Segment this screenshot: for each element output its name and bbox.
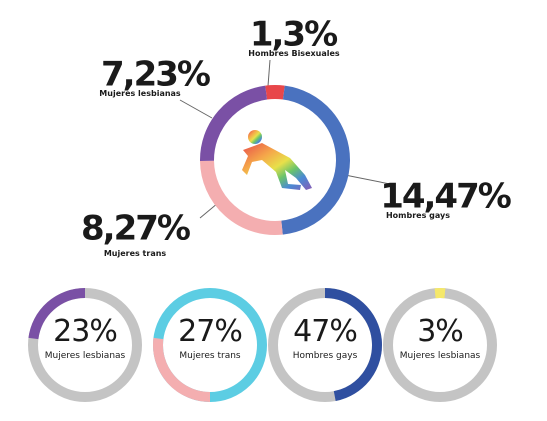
value-label: 3% — [417, 314, 463, 349]
gauge-arc — [153, 337, 211, 402]
value-label: 7,23% — [101, 55, 210, 95]
value-label: 27% — [178, 314, 242, 349]
category-label: Mujeres lesbianas — [45, 351, 126, 361]
donut-segment — [281, 85, 350, 235]
category-label: Mujeres lesbianas — [99, 89, 181, 98]
gauge-arc — [28, 288, 86, 340]
value-label: 14,47% — [380, 177, 511, 217]
category-label: Mujeres trans — [179, 351, 241, 361]
category-label: Mujeres lesbianas — [400, 351, 481, 361]
category-label: Hombres gays — [293, 351, 358, 361]
donut-segment — [200, 85, 268, 162]
gauge-arc — [324, 288, 382, 401]
rainbow-figure — [242, 130, 312, 190]
value-label: 1,3% — [250, 15, 337, 55]
donut-segment — [265, 85, 285, 100]
value-label: 47% — [293, 314, 357, 349]
value-label: 23% — [53, 314, 117, 349]
category-label: Hombres Bisexuales — [248, 49, 340, 58]
leaders — [179, 59, 396, 219]
value-label: 8,27% — [81, 209, 190, 249]
category-label: Hombres gays — [386, 211, 450, 220]
donut-segment — [200, 160, 283, 235]
category-label: Mujeres trans — [104, 249, 167, 258]
